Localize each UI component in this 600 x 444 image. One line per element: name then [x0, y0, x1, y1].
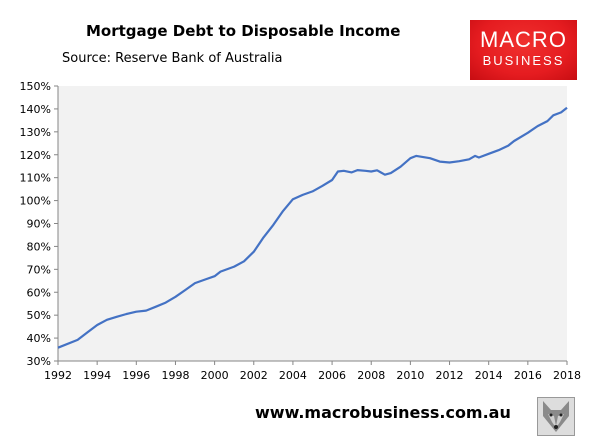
y-tick-label: 50%: [27, 309, 51, 322]
x-tick-label: 2006: [318, 369, 346, 382]
x-tick-label: 2004: [279, 369, 307, 382]
y-tick-label: 130%: [20, 126, 51, 139]
y-tick-label: 30%: [27, 355, 51, 368]
x-tick-label: 1996: [122, 369, 150, 382]
logo-line2: BUSINESS: [482, 53, 565, 68]
plot-area: [58, 86, 567, 361]
y-tick-label: 150%: [20, 80, 51, 93]
x-tick-label: 2002: [240, 369, 268, 382]
x-tick-label: 1994: [83, 369, 111, 382]
y-tick-label: 140%: [20, 103, 51, 116]
y-tick-label: 70%: [27, 263, 51, 276]
x-tick-label: 1992: [44, 369, 72, 382]
x-tick-label: 2010: [396, 369, 424, 382]
y-tick-label: 90%: [27, 218, 51, 231]
x-tick-label: 2008: [357, 369, 385, 382]
x-tick-label: 2012: [436, 369, 464, 382]
y-tick-label: 40%: [27, 332, 51, 345]
y-tick-label: 60%: [27, 286, 51, 299]
x-tick-label: 2014: [475, 369, 503, 382]
wolf-logo-icon: [537, 397, 575, 436]
logo-line1: MACRO: [480, 27, 567, 52]
x-tick-label: 1998: [161, 369, 189, 382]
y-tick-label: 120%: [20, 149, 51, 162]
y-tick-label: 80%: [27, 240, 51, 253]
y-tick-label: 110%: [20, 172, 51, 185]
chart-subtitle: Source: Reserve Bank of Australia: [62, 51, 283, 66]
macrobusiness-logo: MACRO BUSINESS: [470, 20, 577, 80]
x-tick-label: 2018: [553, 369, 581, 382]
x-tick-label: 2016: [514, 369, 542, 382]
x-tick-label: 2000: [201, 369, 229, 382]
chart-title: Mortgage Debt to Disposable Income: [86, 22, 401, 40]
website-url: www.macrobusiness.com.au: [255, 403, 511, 422]
y-tick-label: 100%: [20, 195, 51, 208]
